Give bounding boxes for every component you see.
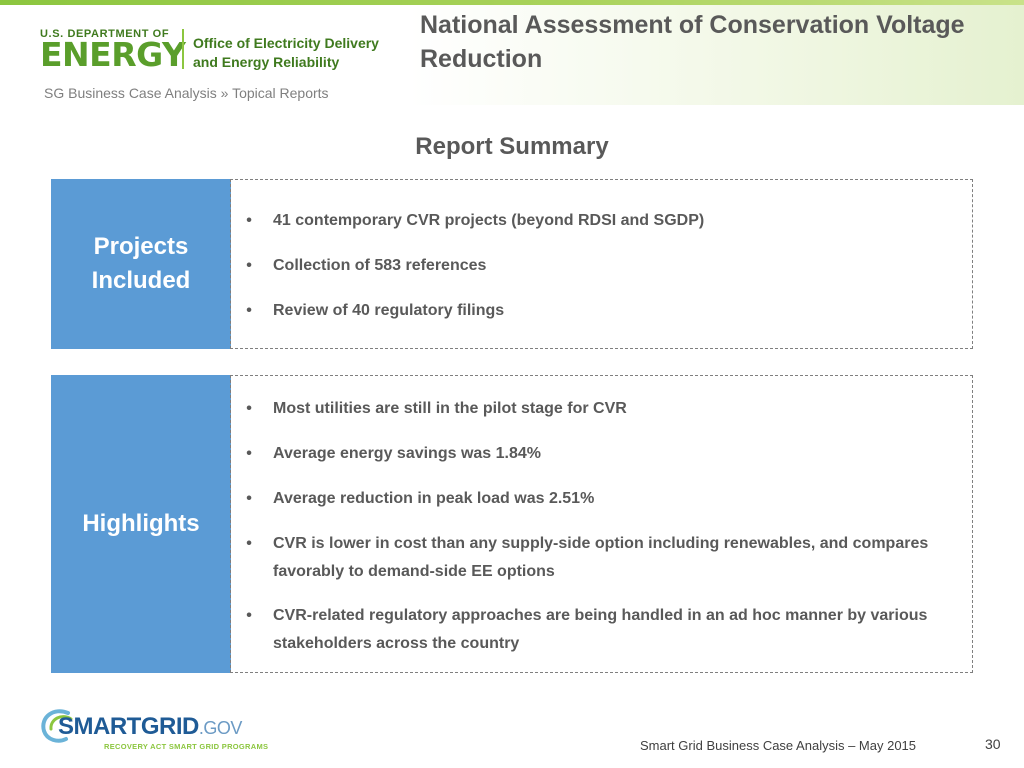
slide-title: National Assessment of Conservation Volt… <box>420 11 965 73</box>
highlights-box <box>230 375 973 673</box>
header-background <box>0 5 1024 105</box>
page-number: 30 <box>985 736 1001 752</box>
doe-logo-small-text: U.S. DEPARTMENT OF <box>40 28 170 40</box>
list-item: • Review of 40 regulatory filings <box>239 297 943 325</box>
bullet-icon: • <box>246 445 252 462</box>
list-item: • CVR-related regulatory approaches are b… <box>239 602 943 658</box>
doe-logo-energy-text: ENERGY <box>40 35 186 74</box>
highlights-panel: Highlights • Most utilities are still in … <box>51 375 973 673</box>
doe-office-line2: and Energy Reliability <box>193 54 340 70</box>
top-accent-bar <box>0 0 1024 5</box>
list-item-text: Average reduction in peak load was 2.51% <box>273 490 595 507</box>
list-item: • Collection of 583 references <box>239 252 943 280</box>
smartgrid-swoosh-icon <box>41 709 73 743</box>
smartgrid-wordmark-gov: .GOV <box>198 718 243 738</box>
smartgrid-subtitle: RECOVERY ACT SMART GRID PROGRAMS <box>104 742 269 751</box>
bullet-icon: • <box>246 607 252 624</box>
breadcrumb-separator: » <box>216 85 233 101</box>
bullet-icon: • <box>246 257 252 274</box>
smartgrid-wordmark: SMARTGRID.GOV <box>58 713 242 741</box>
projects-included-label: Projects Included <box>51 179 231 349</box>
list-item-text: 41 contemporary CVR projects (beyond RDS… <box>273 212 705 229</box>
projects-included-label-line2: Included <box>91 267 191 294</box>
bullet-icon: • <box>246 490 252 507</box>
projects-included-panel: Projects Included • 41 contemporary CVR p… <box>51 179 973 349</box>
bullet-icon: • <box>246 400 252 417</box>
list-item-text: Review of 40 regulatory filings <box>273 302 505 319</box>
list-item: • Average reduction in peak load was 2.51… <box>239 485 943 513</box>
footer-text: Smart Grid Business Case Analysis – May … <box>640 738 917 753</box>
list-item: • Average energy savings was 1.84% <box>239 440 943 468</box>
list-item-text: Average energy savings was 1.84% <box>273 445 541 462</box>
breadcrumb-page-link[interactable]: Topical Reports <box>232 85 329 101</box>
list-item-text: CVR is lower in cost than any supply-sid… <box>273 535 929 580</box>
bullet-icon: • <box>246 212 252 229</box>
breadcrumb: SG Business Case Analysis » Topical Repo… <box>44 85 329 101</box>
smartgrid-logo: SMARTGRID.GOV RECOVERY ACT SMART GRID PR… <box>38 705 278 755</box>
highlights-label: Highlights <box>51 375 231 673</box>
highlights-list: • Most utilities are still in the pilot s… <box>239 395 943 658</box>
list-item: • Most utilities are still in the pilot s… <box>239 395 943 423</box>
doe-office-line1: Office of Electricity Delivery <box>193 35 379 51</box>
projects-included-list: • 41 contemporary CVR projects (beyond RD… <box>239 207 943 325</box>
report-summary-heading: Report Summary <box>415 133 609 160</box>
list-item-text: CVR-related regulatory approaches are be… <box>273 607 928 652</box>
doe-office-name: Office of Electricity Delivery and Energ… <box>193 34 379 72</box>
list-item: • CVR is lower in cost than any supply-si… <box>239 530 943 586</box>
breadcrumb-section-link[interactable]: SG Business Case Analysis <box>44 85 217 101</box>
projects-included-box <box>230 179 973 349</box>
doe-logo: U.S. DEPARTMENT OF ENERGY Office of Elec… <box>40 28 410 74</box>
smartgrid-wordmark-main: SMARTGRID <box>58 713 199 740</box>
list-item-text: Most utilities are still in the pilot st… <box>273 400 627 417</box>
list-item: • 41 contemporary CVR projects (beyond RD… <box>239 207 943 235</box>
bullet-icon: • <box>246 535 252 552</box>
doe-logo-divider <box>182 29 184 69</box>
bullet-icon: • <box>246 302 252 319</box>
projects-included-label-line1: Projects <box>93 233 189 260</box>
list-item-text: Collection of 583 references <box>273 257 487 274</box>
